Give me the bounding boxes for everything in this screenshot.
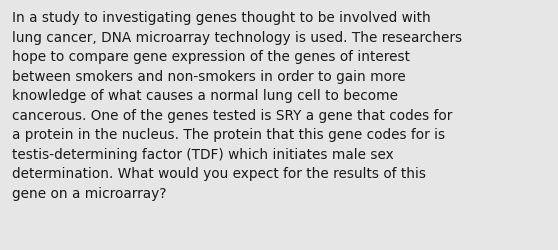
Text: In a study to investigating genes thought to be involved with
lung cancer, DNA m: In a study to investigating genes though…: [12, 11, 463, 200]
